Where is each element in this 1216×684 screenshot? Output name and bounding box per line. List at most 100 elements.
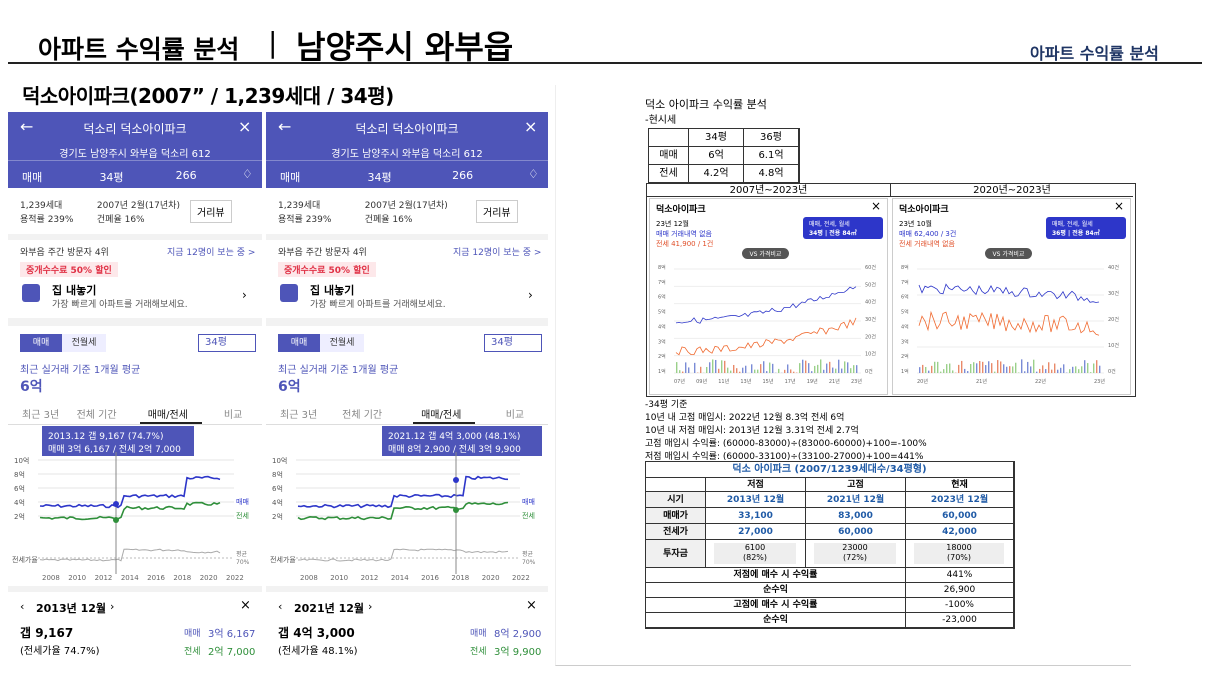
header-tab[interactable]: 매매 (22, 171, 43, 184)
filter-box[interactable]: 매매, 전세, 월세 34평 | 전용 84㎡ (803, 217, 883, 239)
period-tab[interactable]: 최근 3년 (22, 410, 60, 421)
cell (649, 129, 689, 147)
x-tick-label: 2020 (482, 574, 500, 582)
y-tick-label: 4억 (14, 499, 25, 507)
period-tab[interactable]: 비교 (223, 410, 243, 421)
viewing[interactable]: 지금 12명이 보는 중 > (167, 248, 256, 258)
ratio-label: 전세가율 (12, 555, 38, 564)
card-date: 23년 10월 (899, 220, 932, 228)
y2-tick-label: 40건 (1108, 264, 1119, 271)
cell-box: 23000 (72%) (814, 543, 896, 564)
y-tick-label: 8억 (901, 264, 909, 271)
close-detail[interactable]: × (526, 598, 537, 613)
header-tab[interactable]: 매매 (280, 171, 301, 184)
compare[interactable]: VS 가격비교 (984, 248, 1033, 259)
volume-bar (979, 361, 981, 373)
volume-bar (757, 369, 759, 373)
toggle-active[interactable]: 매매 (278, 334, 320, 352)
y2-tick-label: 50건 (865, 281, 876, 288)
filter: 매매, 전세, 월세 (809, 221, 850, 228)
volume-bar (853, 365, 855, 373)
toggle[interactable]: 전월세 (320, 334, 364, 352)
card-close[interactable]: × (871, 199, 882, 213)
close-button[interactable]: × (238, 117, 252, 136)
period-tab[interactable]: 최근 3년 (280, 410, 318, 421)
y-tick-label: 8억 (658, 264, 666, 271)
period-tab[interactable]: 전체 기간 (342, 410, 383, 421)
header-tab[interactable]: 34평 (367, 171, 392, 184)
summary-label: 순수익 (646, 613, 906, 628)
note: 10년 내 저점 매입시: 2013년 12월 3.31억 전세 2.7억 (645, 426, 859, 436)
chevron: › (242, 288, 247, 302)
header-tab[interactable]: 266 (175, 169, 197, 182)
toggle[interactable]: 전월세 (62, 334, 106, 352)
volume-bar (1042, 365, 1044, 373)
period-tab[interactable]: 매매/전세 (147, 410, 188, 421)
y2-tick-label: 30건 (1108, 290, 1119, 297)
y-tick-label: 4억 (658, 323, 666, 330)
tab-underline (413, 422, 476, 424)
volume-bar (1072, 366, 1074, 373)
header-tab[interactable]: 34평 (99, 171, 124, 184)
region: 남양주시 와부읍 (296, 28, 514, 66)
select[interactable]: 34평 (198, 334, 256, 352)
prev[interactable]: ‹ (278, 600, 283, 613)
compare[interactable]: VS 가격비교 (741, 248, 790, 259)
volume-bar (847, 362, 849, 373)
app-header: ← × 덕소리 덕소아이파크 경기도 남양주시 와부읍 덕소리 612 매매 34평 266… (8, 112, 262, 188)
select[interactable]: 34평 (484, 334, 542, 352)
bell-icon: ♢ (242, 167, 253, 181)
document-page (555, 85, 1131, 666)
tab-underline (139, 422, 202, 424)
volume-bar (952, 370, 954, 373)
volume-bar (1093, 363, 1095, 373)
promo-title[interactable]: 집 내놓기 (52, 284, 97, 297)
volume-bar (784, 369, 786, 373)
close-button[interactable]: × (524, 117, 538, 136)
volume-bar (679, 370, 681, 373)
volume-bar (802, 359, 804, 373)
x-tick-label: 22년 (1035, 378, 1046, 385)
volume-bar (763, 361, 765, 373)
cursor-dot (453, 477, 459, 483)
x-tick-label: 2012 (361, 574, 379, 582)
volume-bar (823, 369, 825, 373)
address: 경기도 남양주시 와부읍 덕소리 612 (331, 149, 483, 160)
prev[interactable]: ‹ (20, 600, 25, 613)
x-tick-label: 2022 (226, 574, 244, 582)
filter-box[interactable]: 매매, 전세, 월세 36평 | 전용 84㎡ (1046, 217, 1126, 239)
street-view-button[interactable]: 거리뷰 (190, 200, 232, 223)
x-tick-label: 20년 (917, 378, 928, 385)
street-view-button[interactable]: 거리뷰 (476, 200, 518, 223)
promo-title[interactable]: 집 내놓기 (310, 284, 355, 297)
back-button[interactable]: ← (278, 117, 292, 136)
card-close[interactable]: × (1114, 199, 1125, 213)
y-tick-label: 4억 (901, 323, 909, 330)
subtitle: 덕소아이파크(2007” / 1,239세대 / 34평) (22, 84, 394, 108)
ratio: (전세가율 74.7%) (20, 646, 100, 657)
tooltip-line: 2021.12 갭 4억 3,000 (48.1%) (388, 432, 521, 442)
viewing[interactable]: 지금 12명이 보는 중 > (453, 248, 542, 258)
volume-bar (937, 361, 939, 373)
header-tab[interactable]: 266 (452, 169, 474, 182)
y2-tick-label: 10건 (865, 351, 876, 358)
period-tab[interactable]: 매매/전세 (421, 410, 462, 421)
tab-rule (8, 160, 262, 161)
volume-bar (835, 368, 837, 373)
volume-bar (817, 364, 819, 373)
cell: 42,000 (906, 524, 1014, 540)
back-button[interactable]: ← (20, 117, 34, 136)
close-detail[interactable]: × (240, 598, 251, 613)
cursor-dot (113, 517, 119, 523)
volume-bar (1075, 366, 1077, 373)
toggle-active[interactable]: 매매 (20, 334, 62, 352)
next[interactable]: › (368, 600, 373, 613)
next[interactable]: › (110, 600, 115, 613)
y-tick-label: 5억 (658, 309, 666, 316)
cell: 2023년 12월 (906, 492, 1014, 508)
y-tick-label: 2억 (901, 353, 909, 360)
title: 아파트 수익률 분석 (38, 35, 240, 64)
period-tab[interactable]: 전체 기간 (76, 410, 117, 421)
period-tab[interactable]: 비교 (505, 410, 525, 421)
avg-value: 6억 (20, 379, 43, 395)
